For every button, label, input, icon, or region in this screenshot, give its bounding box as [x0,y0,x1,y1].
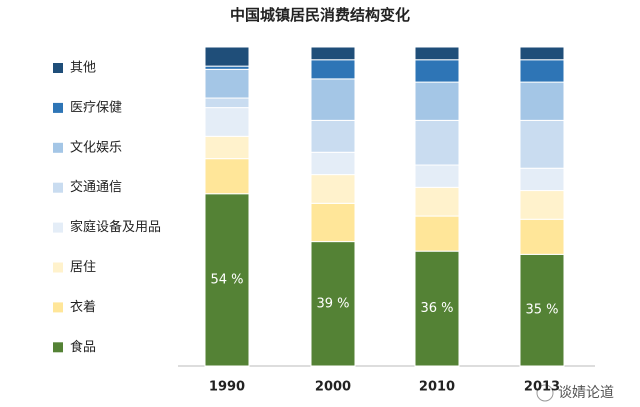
bar-segment [310,174,356,204]
legend-label: 居住 [70,260,96,275]
x-tick-label: 2010 [419,380,455,395]
bar-segment [414,81,460,121]
bar-segment [310,151,356,176]
bar-segment [414,59,460,83]
bar-segment [310,46,356,61]
legend-swatch [53,102,63,113]
bar-segment [519,59,565,83]
bar-segment [310,59,356,80]
legend-label: 衣着 [70,299,96,315]
legend-label: 医疗保健 [70,100,122,115]
bar-segment [204,135,250,160]
bar-segment [204,158,250,195]
x-tick-label: 2013 [524,380,560,395]
legend-label: 食品 [70,339,96,355]
legend-label: 文化娱乐 [70,140,122,155]
bar-segment [519,167,565,192]
bar-segment [310,78,356,121]
bar-segment [310,241,356,367]
legend-swatch [53,262,63,273]
bar-segment [204,46,250,67]
chart-title: 中国城镇居民消费结构变化 [230,6,410,24]
bar-segment [414,215,460,252]
bar-segment [519,46,565,61]
bar-segment [519,253,565,367]
legend-swatch [53,63,63,73]
x-tick-label: 1990 [209,380,245,395]
bar-segment [204,193,250,367]
bar-segment [519,81,565,121]
legend-swatch [53,222,63,233]
legend-label: 其他 [70,61,96,76]
bar-segment [519,190,565,220]
legend-swatch [53,302,63,313]
bar-segment [414,164,460,188]
bar-segment [204,68,250,99]
data-label: 39 % [316,296,349,311]
legend-label: 交通通信 [70,179,122,195]
legend-swatch [53,182,63,193]
x-tick-label: 2000 [315,380,351,395]
data-label: 36 % [420,301,453,316]
bar-segment [204,107,250,137]
bar-segment [414,186,460,217]
bar-segment [519,218,565,255]
bar-segment [310,202,356,243]
data-label: 35 % [525,303,558,318]
watermark: 谈婧论道 [558,385,614,401]
bar-segment [414,119,460,166]
bar-segment [414,46,460,61]
data-label: 54 % [210,272,243,287]
legend-swatch [53,142,63,153]
legend-label: 家庭设备及用品 [70,219,161,235]
legend-swatch [53,342,63,353]
bar-segment [310,119,356,153]
bar-segment [414,250,460,367]
bar-segment [519,119,565,169]
bar-segment [204,97,250,109]
watermark-icon [536,384,554,402]
